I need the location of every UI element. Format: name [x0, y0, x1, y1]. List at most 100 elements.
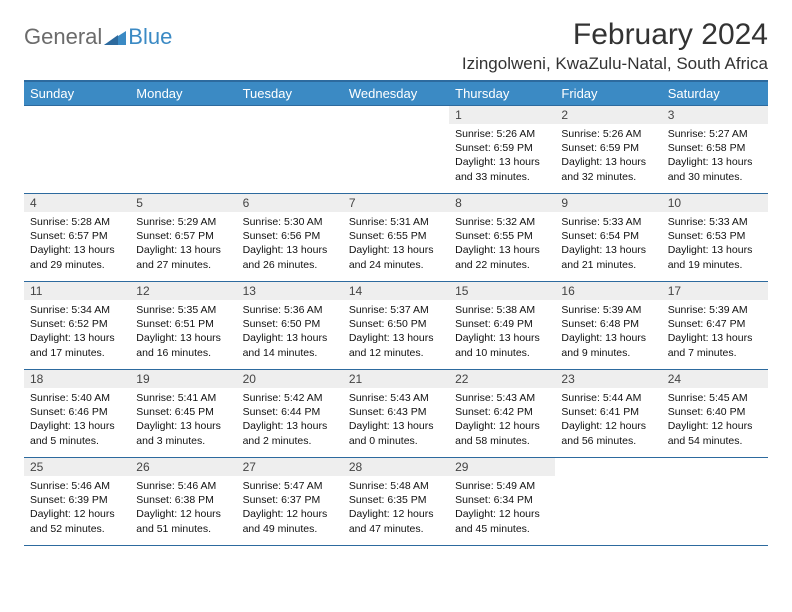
sunrise-text: Sunrise: 5:27 AM — [668, 127, 762, 141]
calendar-cell: 11Sunrise: 5:34 AMSunset: 6:52 PMDayligh… — [24, 282, 130, 370]
day-data: Sunrise: 5:29 AMSunset: 6:57 PMDaylight:… — [130, 212, 236, 276]
daylight-text: Daylight: 12 hours and 52 minutes. — [30, 507, 124, 535]
daylight-text: Daylight: 13 hours and 12 minutes. — [349, 331, 443, 359]
sunrise-text: Sunrise: 5:41 AM — [136, 391, 230, 405]
sunset-text: Sunset: 6:55 PM — [349, 229, 443, 243]
day-data: Sunrise: 5:42 AMSunset: 6:44 PMDaylight:… — [237, 388, 343, 452]
calendar-cell: 5Sunrise: 5:29 AMSunset: 6:57 PMDaylight… — [130, 194, 236, 282]
sunrise-text: Sunrise: 5:28 AM — [30, 215, 124, 229]
daylight-text: Daylight: 13 hours and 0 minutes. — [349, 419, 443, 447]
sunrise-text: Sunrise: 5:26 AM — [455, 127, 549, 141]
day-number: 3 — [662, 106, 768, 124]
sunrise-text: Sunrise: 5:30 AM — [243, 215, 337, 229]
day-data: Sunrise: 5:46 AMSunset: 6:39 PMDaylight:… — [24, 476, 130, 540]
title-block: February 2024 Izingolweni, KwaZulu-Natal… — [462, 18, 768, 74]
day-data: Sunrise: 5:39 AMSunset: 6:48 PMDaylight:… — [555, 300, 661, 364]
day-data: Sunrise: 5:37 AMSunset: 6:50 PMDaylight:… — [343, 300, 449, 364]
sunset-text: Sunset: 6:58 PM — [668, 141, 762, 155]
sunset-text: Sunset: 6:45 PM — [136, 405, 230, 419]
day-data: Sunrise: 5:43 AMSunset: 6:43 PMDaylight:… — [343, 388, 449, 452]
daylight-text: Daylight: 12 hours and 58 minutes. — [455, 419, 549, 447]
day-data: Sunrise: 5:34 AMSunset: 6:52 PMDaylight:… — [24, 300, 130, 364]
daylight-text: Daylight: 13 hours and 27 minutes. — [136, 243, 230, 271]
sunset-text: Sunset: 6:34 PM — [455, 493, 549, 507]
sunrise-text: Sunrise: 5:48 AM — [349, 479, 443, 493]
calendar-cell: 19Sunrise: 5:41 AMSunset: 6:45 PMDayligh… — [130, 370, 236, 458]
daylight-text: Daylight: 13 hours and 24 minutes. — [349, 243, 443, 271]
daylight-text: Daylight: 13 hours and 14 minutes. — [243, 331, 337, 359]
day-number: 13 — [237, 282, 343, 300]
logo-text-general: General — [24, 24, 102, 50]
day-number: 10 — [662, 194, 768, 212]
day-data: Sunrise: 5:35 AMSunset: 6:51 PMDaylight:… — [130, 300, 236, 364]
calendar-cell: 1Sunrise: 5:26 AMSunset: 6:59 PMDaylight… — [449, 106, 555, 194]
day-data: Sunrise: 5:30 AMSunset: 6:56 PMDaylight:… — [237, 212, 343, 276]
day-number: 7 — [343, 194, 449, 212]
calendar-cell — [130, 106, 236, 194]
sunrise-text: Sunrise: 5:37 AM — [349, 303, 443, 317]
sunset-text: Sunset: 6:42 PM — [455, 405, 549, 419]
sunrise-text: Sunrise: 5:35 AM — [136, 303, 230, 317]
logo-text-blue: Blue — [128, 24, 172, 50]
calendar-cell: 6Sunrise: 5:30 AMSunset: 6:56 PMDaylight… — [237, 194, 343, 282]
calendar-row: 25Sunrise: 5:46 AMSunset: 6:39 PMDayligh… — [24, 458, 768, 546]
col-monday: Monday — [130, 81, 236, 106]
day-data: Sunrise: 5:33 AMSunset: 6:54 PMDaylight:… — [555, 212, 661, 276]
calendar-cell — [24, 106, 130, 194]
day-number: 23 — [555, 370, 661, 388]
day-number: 14 — [343, 282, 449, 300]
col-wednesday: Wednesday — [343, 81, 449, 106]
page-title: February 2024 — [462, 18, 768, 52]
day-data: Sunrise: 5:44 AMSunset: 6:41 PMDaylight:… — [555, 388, 661, 452]
sunset-text: Sunset: 6:50 PM — [243, 317, 337, 331]
sunrise-text: Sunrise: 5:32 AM — [455, 215, 549, 229]
calendar-cell: 25Sunrise: 5:46 AMSunset: 6:39 PMDayligh… — [24, 458, 130, 546]
sunrise-text: Sunrise: 5:39 AM — [668, 303, 762, 317]
calendar-cell — [555, 458, 661, 546]
daylight-text: Daylight: 13 hours and 19 minutes. — [668, 243, 762, 271]
sunrise-text: Sunrise: 5:36 AM — [243, 303, 337, 317]
day-number: 12 — [130, 282, 236, 300]
day-number: 17 — [662, 282, 768, 300]
calendar-cell: 9Sunrise: 5:33 AMSunset: 6:54 PMDaylight… — [555, 194, 661, 282]
sunset-text: Sunset: 6:59 PM — [455, 141, 549, 155]
day-data: Sunrise: 5:26 AMSunset: 6:59 PMDaylight:… — [555, 124, 661, 188]
calendar-cell: 14Sunrise: 5:37 AMSunset: 6:50 PMDayligh… — [343, 282, 449, 370]
sunset-text: Sunset: 6:46 PM — [30, 405, 124, 419]
day-number: 26 — [130, 458, 236, 476]
day-number: 19 — [130, 370, 236, 388]
sunrise-text: Sunrise: 5:45 AM — [668, 391, 762, 405]
daylight-text: Daylight: 12 hours and 45 minutes. — [455, 507, 549, 535]
daylight-text: Daylight: 13 hours and 22 minutes. — [455, 243, 549, 271]
sunrise-text: Sunrise: 5:49 AM — [455, 479, 549, 493]
sunrise-text: Sunrise: 5:42 AM — [243, 391, 337, 405]
col-tuesday: Tuesday — [237, 81, 343, 106]
calendar-cell: 28Sunrise: 5:48 AMSunset: 6:35 PMDayligh… — [343, 458, 449, 546]
day-data: Sunrise: 5:41 AMSunset: 6:45 PMDaylight:… — [130, 388, 236, 452]
col-thursday: Thursday — [449, 81, 555, 106]
calendar-cell — [662, 458, 768, 546]
logo-triangle-icon — [104, 29, 126, 45]
daylight-text: Daylight: 13 hours and 30 minutes. — [668, 155, 762, 183]
sunset-text: Sunset: 6:57 PM — [30, 229, 124, 243]
sunset-text: Sunset: 6:54 PM — [561, 229, 655, 243]
day-number: 16 — [555, 282, 661, 300]
calendar-row: 18Sunrise: 5:40 AMSunset: 6:46 PMDayligh… — [24, 370, 768, 458]
day-number: 27 — [237, 458, 343, 476]
day-data: Sunrise: 5:32 AMSunset: 6:55 PMDaylight:… — [449, 212, 555, 276]
daylight-text: Daylight: 13 hours and 33 minutes. — [455, 155, 549, 183]
sunrise-text: Sunrise: 5:46 AM — [136, 479, 230, 493]
sunset-text: Sunset: 6:49 PM — [455, 317, 549, 331]
day-data: Sunrise: 5:47 AMSunset: 6:37 PMDaylight:… — [237, 476, 343, 540]
sunset-text: Sunset: 6:40 PM — [668, 405, 762, 419]
calendar-row: 11Sunrise: 5:34 AMSunset: 6:52 PMDayligh… — [24, 282, 768, 370]
daylight-text: Daylight: 12 hours and 56 minutes. — [561, 419, 655, 447]
calendar-cell — [237, 106, 343, 194]
sunset-text: Sunset: 6:47 PM — [668, 317, 762, 331]
sunset-text: Sunset: 6:53 PM — [668, 229, 762, 243]
sunrise-text: Sunrise: 5:33 AM — [561, 215, 655, 229]
daylight-text: Daylight: 13 hours and 10 minutes. — [455, 331, 549, 359]
daylight-text: Daylight: 13 hours and 17 minutes. — [30, 331, 124, 359]
daylight-text: Daylight: 13 hours and 16 minutes. — [136, 331, 230, 359]
daylight-text: Daylight: 12 hours and 54 minutes. — [668, 419, 762, 447]
